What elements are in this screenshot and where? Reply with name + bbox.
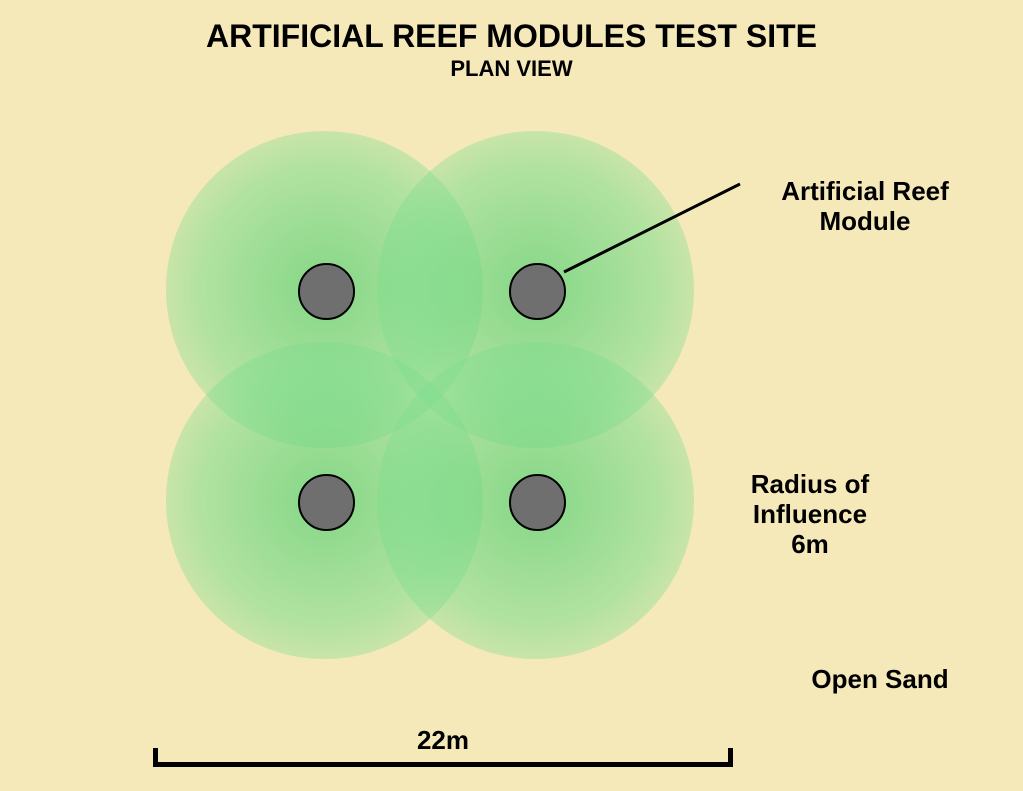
label-artificial-reef-module: Artificial Reef Module [755,177,975,237]
scalebar-tick [728,748,733,762]
label-text: Open Sand [811,664,948,694]
label-text: Artificial Reef [781,176,949,206]
label-open-sand: Open Sand [770,665,990,695]
label-text: Influence [753,499,867,529]
label-text: Module [820,206,911,236]
label-radius-of-influence: Radius of Influence 6m [700,470,920,560]
scalebar-label: 22m [153,726,733,756]
diagram-canvas: ARTIFICIAL REEF MODULES TEST SITE PLAN V… [0,0,1023,791]
label-text: Radius of [751,469,869,499]
scalebar-tick [153,748,158,762]
label-text: 6m [791,529,829,559]
scalebar-line [153,762,733,767]
